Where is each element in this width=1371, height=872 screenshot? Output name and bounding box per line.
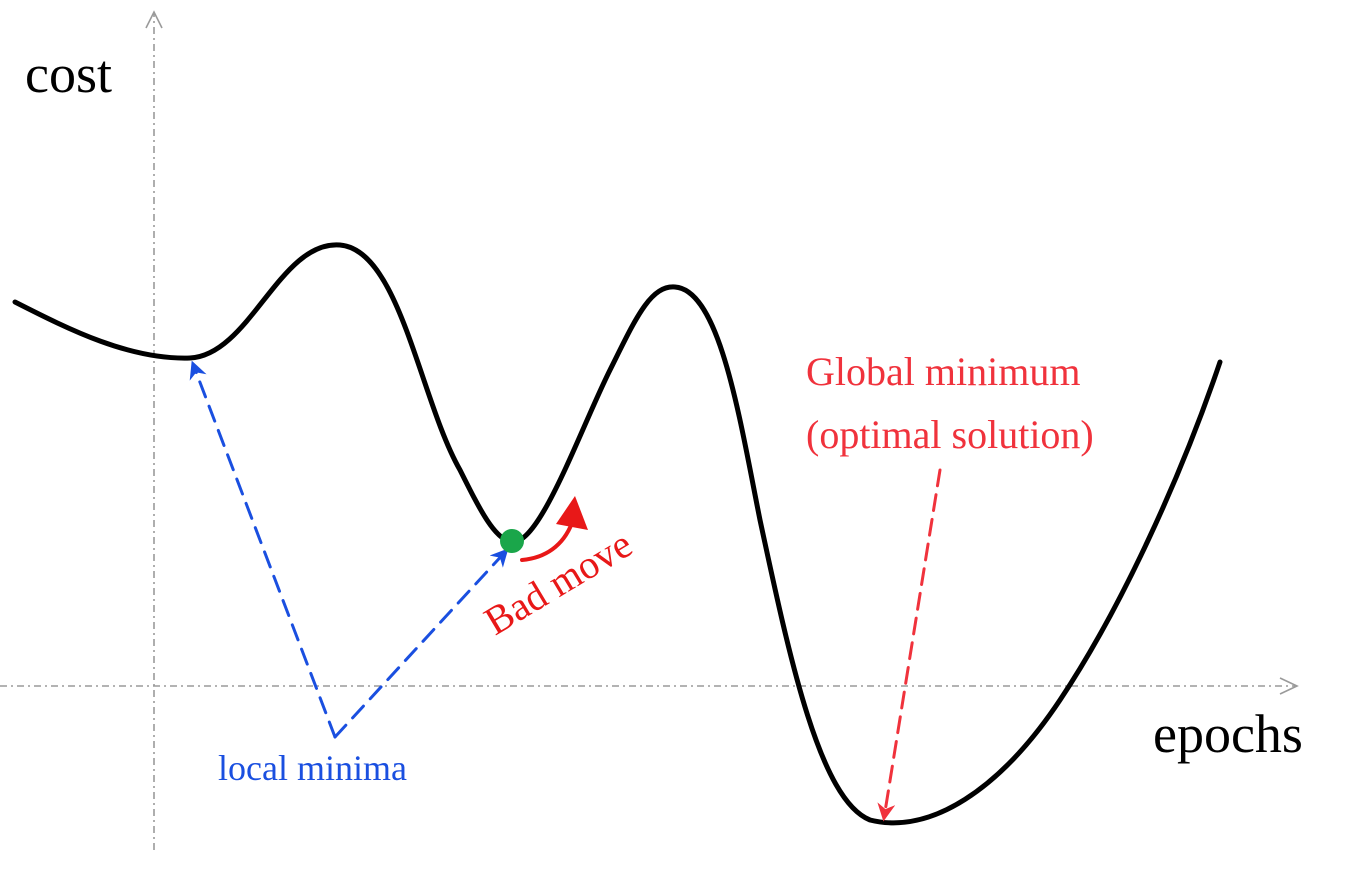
- y-axis-arrowhead: [145, 10, 163, 29]
- bad-move-arrowhead-icon: [556, 496, 588, 530]
- local-minima-arrow-left: [189, 360, 337, 739]
- x-axis-arrowhead: [1279, 677, 1299, 695]
- axes: [0, 10, 1299, 850]
- bad-move-arc: [520, 521, 574, 562]
- cost-curve: [12, 242, 1223, 826]
- y-axis-label: cost: [25, 44, 112, 104]
- bad-move-arrow: [520, 496, 588, 562]
- x-axis-label: epochs: [1153, 704, 1303, 764]
- global-minimum-arrow: [877, 468, 942, 822]
- global-minimum-label: Global minimum: [806, 349, 1080, 394]
- global-minimum-sublabel: (optimal solution): [806, 412, 1094, 457]
- current-point-marker: [500, 529, 524, 553]
- local-minima-arrow-right: [333, 548, 509, 739]
- local-minima-arrows: [189, 360, 509, 739]
- local-minima-label: local minima: [218, 748, 407, 788]
